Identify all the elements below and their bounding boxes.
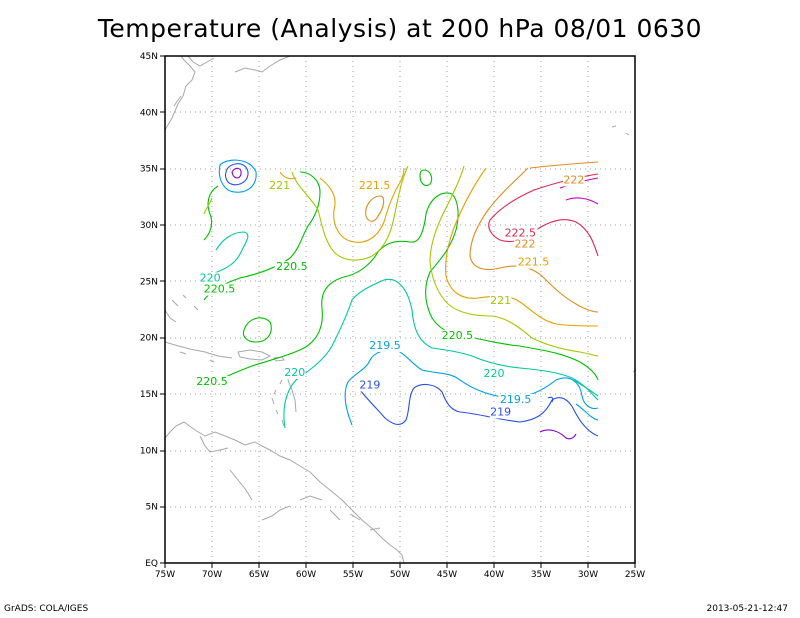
contour-label-background [283,366,306,379]
timestamp: 2013-05-21-12:47 [706,604,789,614]
contour-label: 220 [200,271,221,284]
contour-label: 220.5 [196,375,228,388]
contour-label: 222.5 [505,226,537,239]
lat-tick-label: 45N [140,52,158,62]
contour-label-background [489,406,512,419]
contour-label: 219 [490,405,511,418]
lat-tick-label: 20N [140,334,158,344]
contour-labels: 221 221.5 222222.5222221.5221220.5220220.5… [194,173,585,419]
lon-tick-label: 30W [578,570,598,580]
contour-label: 220.5 [442,329,474,342]
lon-tick-label: 55W [343,570,363,580]
latitude-labels: EQ 5N 10N 15N 20N 25N 30N 35N 40N 45N [140,52,158,569]
temperature-contours [203,159,599,440]
contour-label-background [268,179,291,192]
contour-label-background [503,227,538,240]
contour-label-background [563,174,585,187]
contour-label-background [194,375,230,388]
contour-label: 221 [269,179,290,192]
lat-tick-label: 15N [140,390,158,400]
contour-label-background [359,379,381,392]
lon-tick-label: 75W [155,570,175,580]
contour-label: 221.5 [518,256,550,269]
contour-label-background [514,238,536,251]
contour-label-background [498,394,533,407]
lat-tick-label: 35N [140,165,158,175]
lat-tick-label: 40N [140,108,158,118]
lon-tick-label: 35W [531,570,551,580]
contour-label: 222 [515,238,536,251]
contour-label: 219.5 [369,339,401,352]
contour-label-background [440,329,475,342]
lat-tick-label: 5N [146,503,158,513]
lon-tick-label: 40W [484,570,504,580]
contour-label-background [274,261,310,274]
tick-marks [160,55,636,568]
lat-tick-label: 30N [140,221,158,231]
contour-label: 220.5 [204,283,236,296]
lon-tick-label: 25W [625,570,645,580]
contour-label-background [367,339,403,352]
lon-tick-label: 65W [249,570,269,580]
contour-label-background [199,272,221,285]
contour-label: 219.5 [500,393,532,406]
contour-label: 221 [490,294,511,307]
contour-label: 220 [484,367,505,380]
contour-label: 221.5 [359,179,391,192]
lat-tick-label: EQ [145,559,158,569]
map-title: Temperature (Analysis) at 200 hPa 08/01 … [97,14,703,43]
contour-label: 219 [359,378,380,391]
contour-label-background [357,179,392,192]
contour-label: 220.5 [276,260,308,273]
contour-label: 220 [284,366,305,379]
lon-tick-label: 70W [202,570,222,580]
contour-label: 222 [563,173,584,186]
grid [165,56,635,563]
contour-label-background [489,294,512,307]
lat-tick-label: 25N [140,277,158,287]
lon-tick-label: 60W [296,570,316,580]
lon-tick-label: 45W [437,570,457,580]
longitude-labels: 75W 70W 65W 60W 55W 50W 45W 40W 35W 30W 25W [155,570,645,580]
contour-label-background [516,256,551,269]
lon-tick-label: 50W [390,570,410,580]
contour-label-background [202,283,237,296]
contour-label-background [483,368,505,381]
grads-credit: GrADS: COLA/IGES [4,604,89,614]
lat-tick-label: 10N [140,446,158,456]
